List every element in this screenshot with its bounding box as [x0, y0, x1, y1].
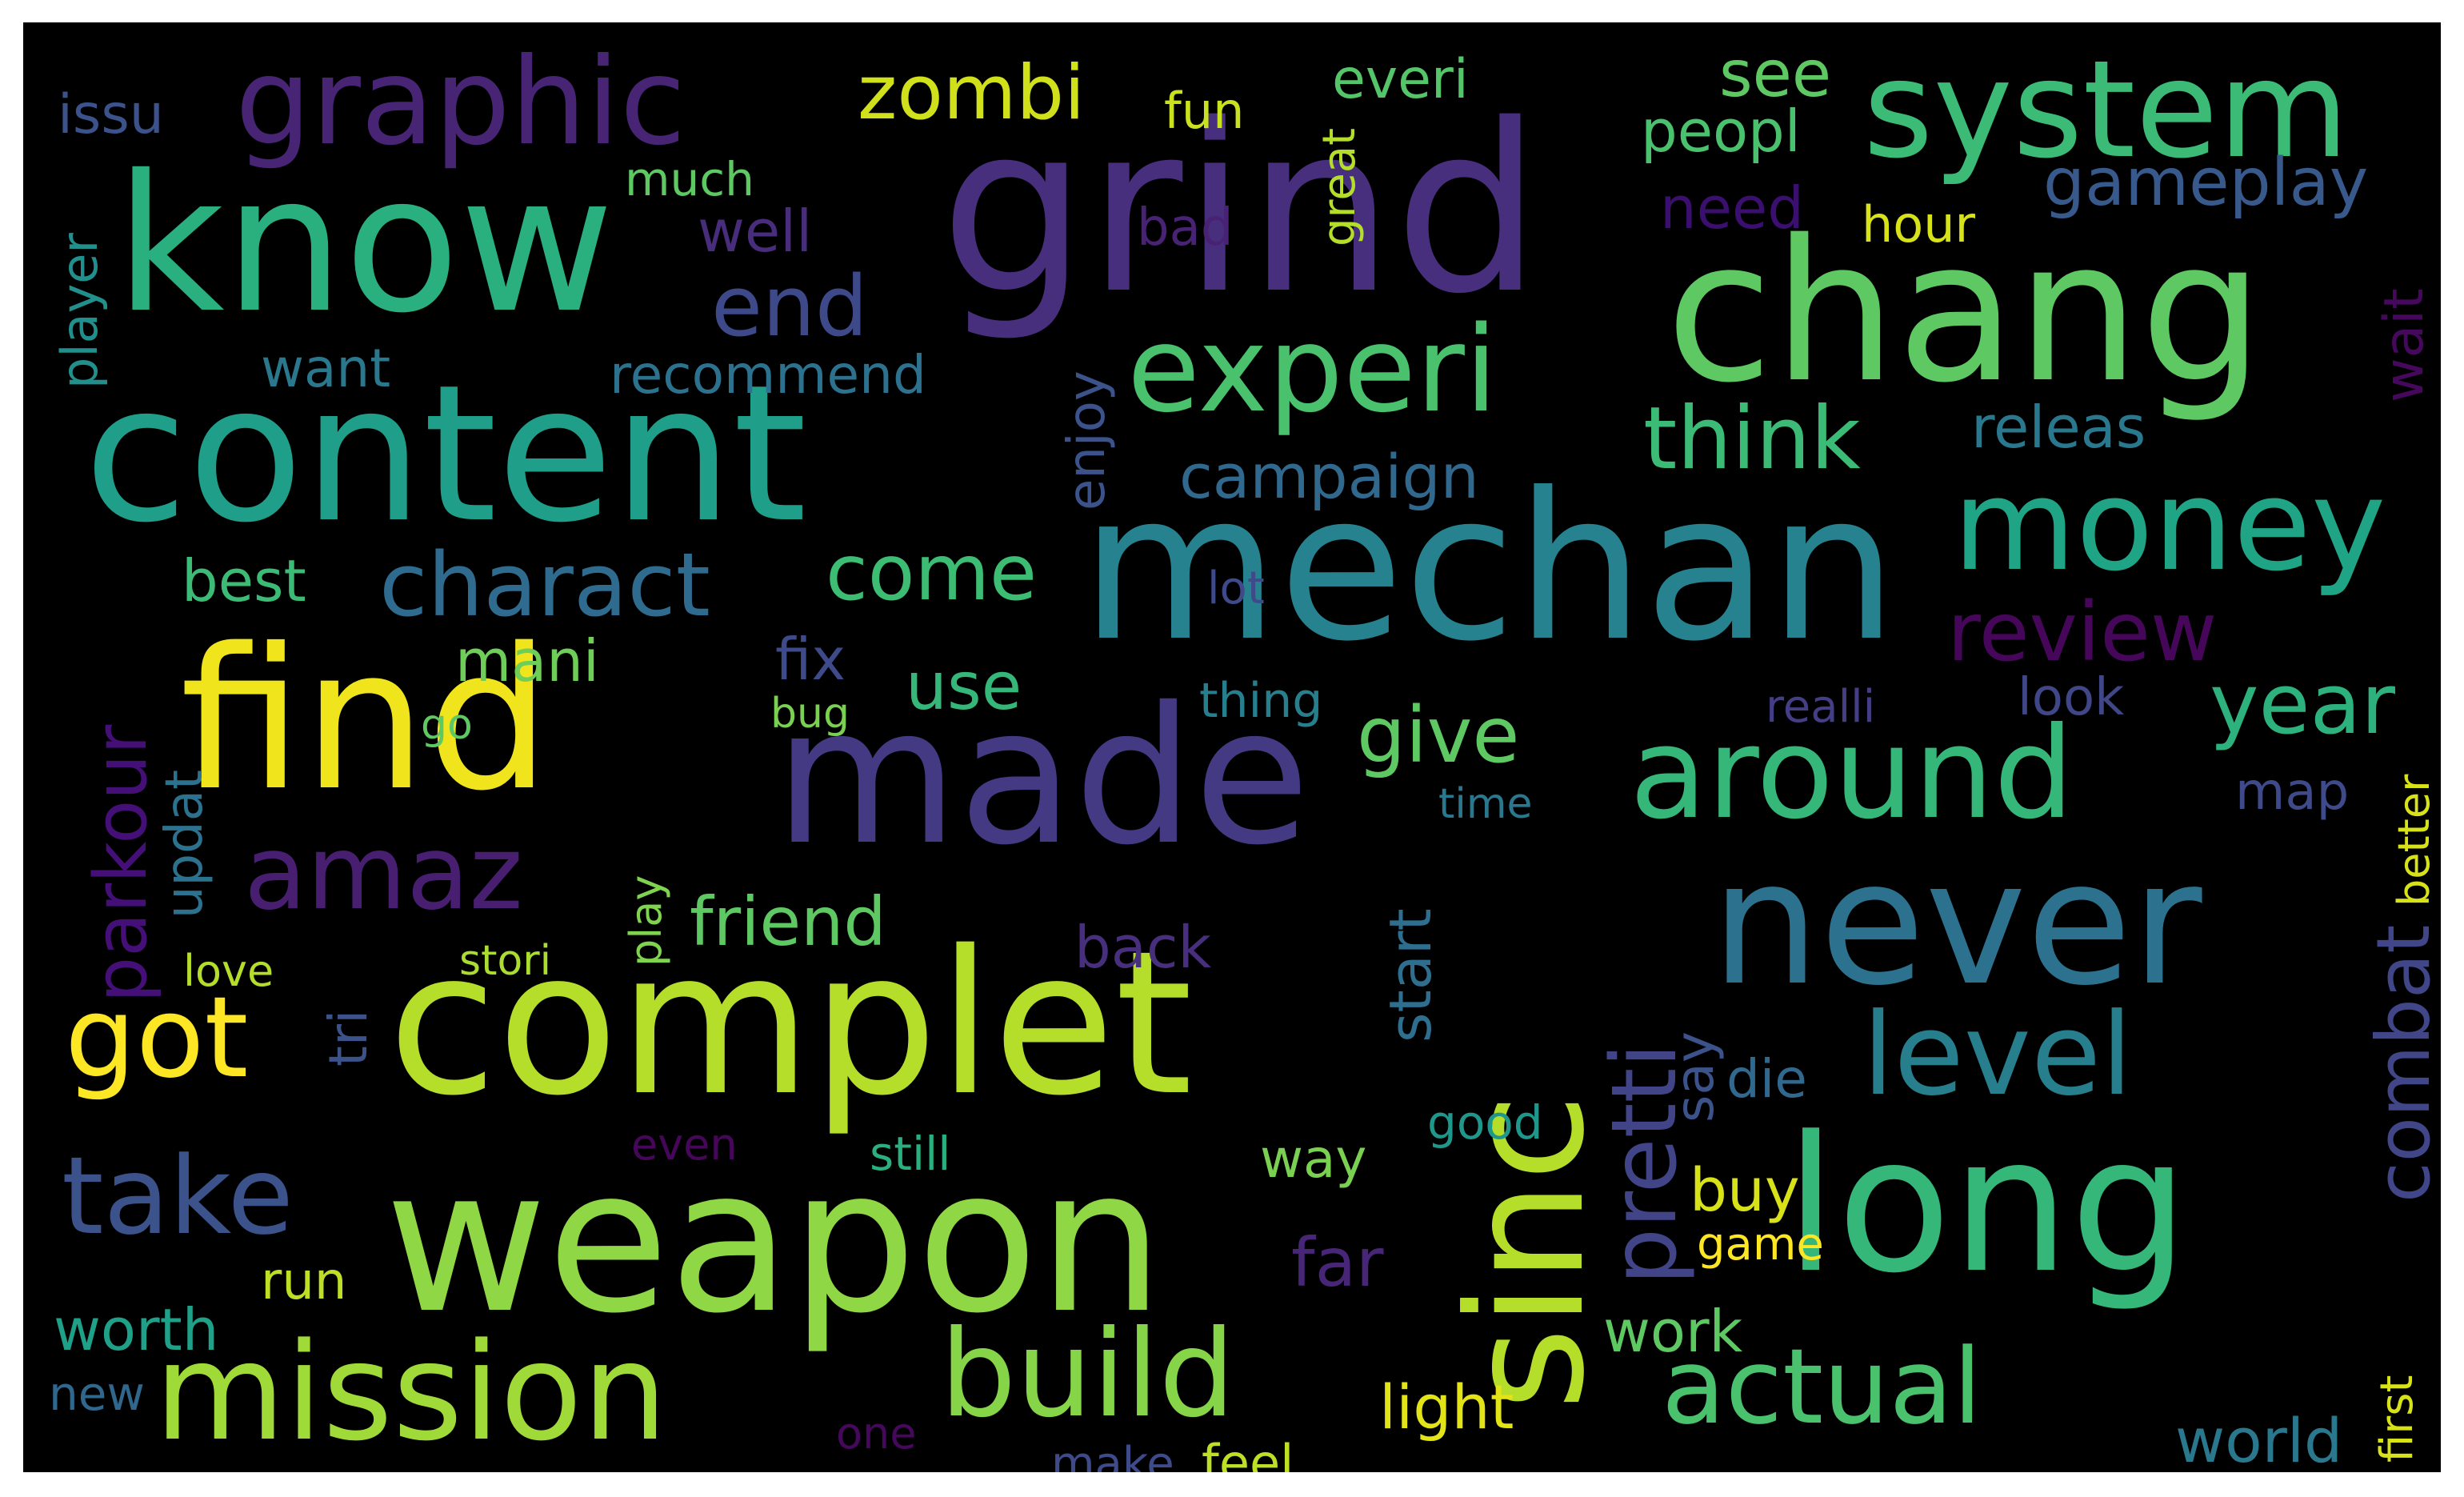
- word: much: [625, 152, 754, 206]
- word: content: [84, 344, 807, 564]
- word: actual: [1662, 1326, 1982, 1447]
- word: time: [1438, 780, 1533, 828]
- word: realli: [1766, 681, 1876, 733]
- word: mission: [154, 1314, 668, 1471]
- word: die: [1726, 1048, 1807, 1110]
- word: hour: [1862, 195, 1976, 254]
- word: parkour: [79, 724, 163, 1003]
- word: around: [1630, 700, 2074, 847]
- word: long: [1785, 1097, 2190, 1315]
- word: chang: [1666, 198, 2264, 426]
- word: fun: [1164, 82, 1245, 140]
- word: tri: [318, 1009, 379, 1067]
- word: buy: [1690, 1156, 1800, 1225]
- word: build: [940, 1305, 1235, 1444]
- word: releas: [1971, 394, 2146, 461]
- word: need: [1660, 174, 1804, 242]
- word: system: [1863, 31, 2350, 188]
- word: start: [1377, 908, 1444, 1043]
- word: year: [2210, 655, 2396, 753]
- word: graphic: [235, 33, 686, 172]
- word: campaign: [1179, 441, 1479, 512]
- word: issu: [58, 83, 164, 146]
- word: take: [62, 1134, 294, 1259]
- word: look: [2018, 668, 2125, 727]
- word: level: [1862, 989, 2133, 1121]
- word: money: [1953, 452, 2386, 599]
- word: love: [183, 946, 274, 996]
- word: bad: [1137, 198, 1234, 258]
- word-cloud: grind chang mechan content know find mad…: [23, 22, 2441, 1472]
- word: first: [2371, 1375, 2423, 1463]
- word: friend: [690, 883, 886, 961]
- word: great: [1314, 127, 1366, 246]
- word: even: [631, 1119, 738, 1170]
- word: use: [906, 649, 1022, 725]
- word: thing: [1199, 673, 1323, 729]
- word: one: [836, 1408, 917, 1459]
- word: make: [1051, 1438, 1174, 1473]
- word: updat: [155, 769, 214, 919]
- word: think: [1643, 389, 1861, 489]
- word: new: [49, 1367, 145, 1421]
- word: stori: [459, 937, 552, 985]
- word: grind: [940, 75, 1542, 345]
- word: charact: [379, 534, 710, 636]
- word: light: [1379, 1371, 1514, 1443]
- word: amaz: [244, 814, 523, 933]
- word: back: [1074, 914, 1212, 981]
- word: feel: [1202, 1434, 1294, 1473]
- word: enjoy: [1058, 370, 1117, 510]
- word: zombi: [858, 50, 1086, 137]
- word: peopl: [1641, 98, 1801, 165]
- word: best: [182, 547, 306, 614]
- word: come: [826, 528, 1038, 618]
- word: gameplay: [2043, 145, 2369, 221]
- word: go: [421, 701, 473, 749]
- word: game: [1697, 1219, 1824, 1271]
- word: recommend: [610, 344, 926, 406]
- word: map: [2235, 763, 2350, 822]
- word: player: [50, 233, 109, 389]
- word: everi: [1332, 48, 1469, 111]
- word: bug: [770, 690, 850, 738]
- word: lot: [1207, 562, 1265, 614]
- word: end: [711, 258, 868, 355]
- word: review: [1947, 585, 2218, 680]
- word: work: [1603, 1298, 1743, 1365]
- word: still: [870, 1127, 951, 1181]
- word: complet: [388, 909, 1193, 1139]
- word: better: [2389, 774, 2439, 907]
- word: world: [2175, 1405, 2343, 1472]
- word: fix: [775, 626, 846, 693]
- word: far: [1291, 1223, 1384, 1302]
- word: say: [1664, 1031, 1726, 1123]
- word: run: [261, 1252, 347, 1311]
- word: weapon: [385, 1127, 1164, 1357]
- word: experi: [1127, 301, 1498, 438]
- word: got: [65, 973, 249, 1103]
- word: way: [1260, 1128, 1367, 1190]
- word: good: [1427, 1095, 1543, 1150]
- word: well: [698, 198, 813, 265]
- word: made: [774, 666, 1310, 887]
- word: give: [1357, 690, 1520, 780]
- word: mani: [455, 627, 599, 694]
- word: wait: [2373, 288, 2436, 402]
- word: find: [180, 606, 551, 834]
- word: never: [1711, 824, 2202, 1023]
- word: worth: [54, 1296, 219, 1363]
- word: know: [115, 134, 614, 354]
- word: play: [621, 875, 671, 967]
- word: want: [261, 338, 391, 399]
- word: see: [1719, 37, 1832, 111]
- word: combat: [2361, 924, 2441, 1203]
- word: mechan: [1081, 449, 1898, 686]
